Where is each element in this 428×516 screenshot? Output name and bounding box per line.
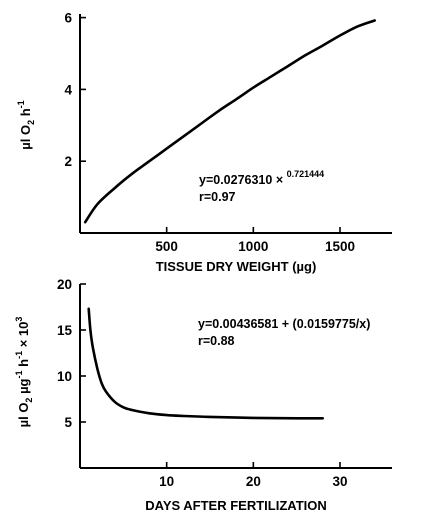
top-x-axis-label: TISSUE DRY WEIGHT (µg): [156, 259, 317, 274]
bottom-series-line: [87, 307, 324, 420]
bottom-y-tick-label: 20: [57, 277, 72, 292]
chart-top-panel: 500 1000 1500 2 4 6 TISSUE DRY WEIGHT (µg) µl…: [16, 11, 392, 274]
bottom-y-tick-label: 10: [57, 369, 72, 384]
bottom-x-tick-label: 20: [246, 474, 261, 489]
chart-bottom-panel: 10 20 30 5 10 15 20 DAYS AFTER FERTILIZATION µ…: [14, 277, 392, 513]
top-y-axis-label: µl O2 h-1: [16, 100, 36, 149]
bottom-y-tick-label: 15: [57, 323, 73, 338]
bottom-y-axis-label: µl O2 µg-1 h-1 × 103: [14, 317, 34, 428]
bottom-equation: y=0.00436581 + (0.0159775/x): [198, 317, 370, 331]
top-y-tick-label: 4: [64, 82, 72, 97]
top-x-tick-label: 1000: [238, 239, 268, 254]
top-y-tick-label: 6: [64, 11, 72, 26]
top-series-line: [83, 19, 376, 224]
bottom-r-value: r=0.88: [198, 334, 235, 348]
bottom-x-tick-label: 10: [159, 474, 174, 489]
bottom-y-tick-label: 5: [64, 415, 72, 430]
bottom-x-tick-label: 30: [332, 474, 347, 489]
top-r-value: r=0.97: [199, 190, 236, 204]
bottom-x-axis-label: DAYS AFTER FERTILIZATION: [145, 498, 327, 513]
top-x-tick-label: 1500: [325, 239, 355, 254]
top-equation: y=0.0276310 × 0.721444: [199, 169, 324, 187]
top-y-tick-label: 2: [64, 154, 72, 169]
top-x-tick-label: 500: [155, 239, 178, 254]
